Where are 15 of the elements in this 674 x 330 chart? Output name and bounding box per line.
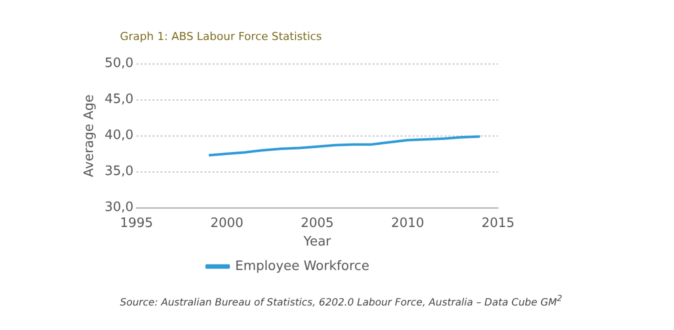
source-note: Source: Australian Bureau of Statistics, 6202.0 Labour Force, Australia – Data Cube GM$^{2}$ bbox=[120, 293, 564, 308]
x-tick-label: 2015 bbox=[481, 216, 515, 231]
x-axis-title: Year bbox=[302, 234, 332, 250]
y-tick-label: 50,0 bbox=[104, 56, 134, 72]
y-tick-label: 30,0 bbox=[104, 200, 134, 216]
x-tick-label: 2005 bbox=[300, 216, 334, 231]
y-axis-title: Average Age bbox=[82, 94, 98, 178]
x-tick-label: 2010 bbox=[391, 216, 424, 231]
x-tick-label: 2000 bbox=[210, 216, 244, 231]
y-tick-label: 45,0 bbox=[104, 92, 134, 108]
x-tick-label: 1995 bbox=[120, 216, 154, 231]
y-tick-label: 40,0 bbox=[104, 128, 134, 144]
chart-title: Graph 1: ABS Labour Force Statistics bbox=[120, 30, 323, 43]
legend-label: Employee Workforce bbox=[235, 258, 370, 274]
y-tick-label: 35,0 bbox=[104, 164, 134, 180]
